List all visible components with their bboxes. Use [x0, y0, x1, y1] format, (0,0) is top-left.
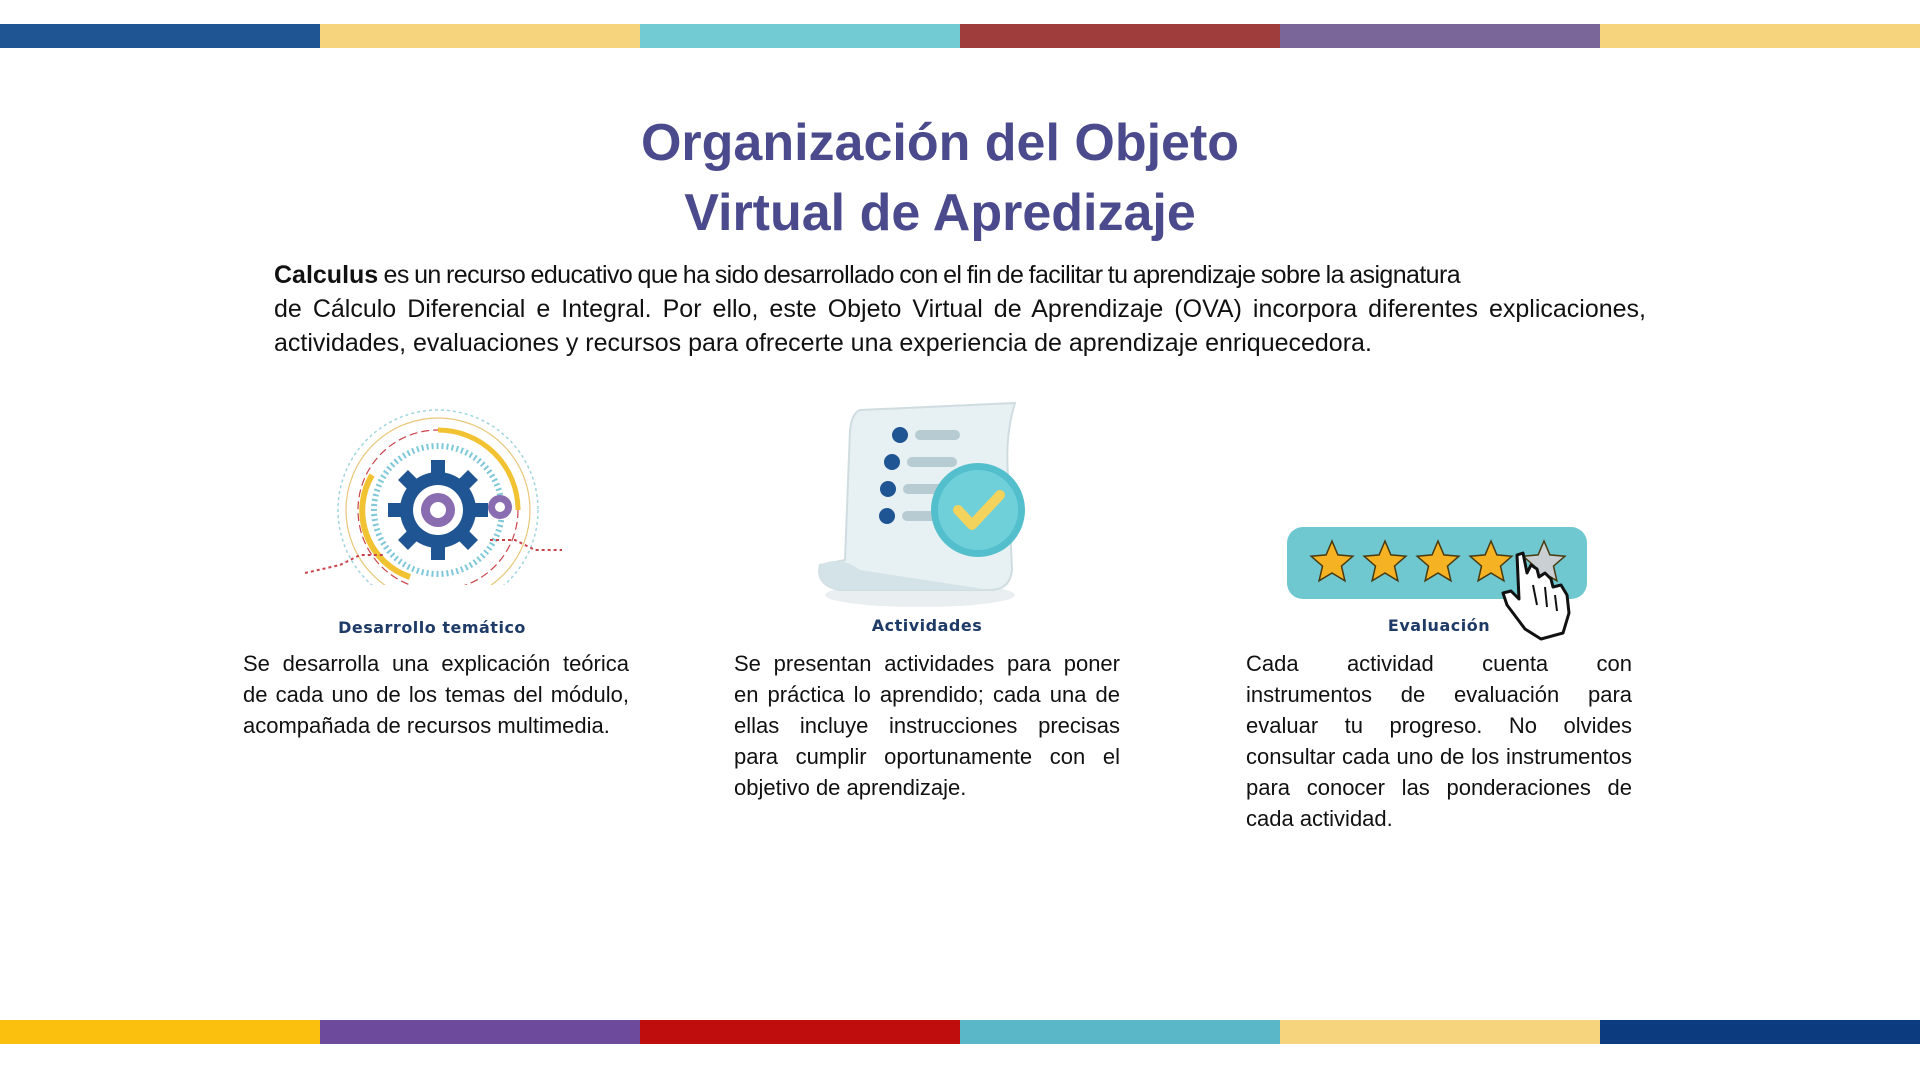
desc-desarrollo-tematico: Se desarrolla una explicación teórica de… [243, 651, 629, 738]
caption-desarrollo-tematico: Desarrollo temático [338, 618, 526, 637]
brand-name: Calculus [274, 261, 379, 289]
star-filled-icon [1362, 539, 1408, 583]
gear-circuit-icon [304, 409, 562, 585]
bottom-color-stripe [0, 1020, 1920, 1044]
stripe-segment [1600, 24, 1920, 48]
stripe-segment [640, 1020, 960, 1044]
intro-rest-text: de Cálculo Diferencial e Integral. Por e… [274, 295, 1646, 357]
intro-first-line: Calculus es un recurso educativo que ha … [274, 258, 1554, 292]
star-filled-icon [1468, 539, 1514, 583]
star-group [1309, 539, 1567, 583]
stripe-segment [0, 24, 320, 48]
stripe-segment [320, 1020, 640, 1044]
star-filled-icon [1309, 539, 1355, 583]
intro-paragraph: Calculus es un recurso educativo que ha … [274, 258, 1646, 360]
stripe-segment [640, 24, 960, 48]
page-title: Organización del Objeto Virtual de Apred… [0, 108, 1880, 248]
caption-actividades: Actividades [871, 616, 983, 635]
intro-line1-text: es un recurso educativo que ha sido desa… [378, 261, 1461, 289]
stripe-segment [320, 24, 640, 48]
star-rating-icon [1287, 527, 1587, 641]
star-filled-icon [1415, 539, 1461, 583]
title-line-1: Organización del Objeto [640, 114, 1240, 172]
stripe-segment [1280, 1020, 1600, 1044]
stripe-segment [1600, 1020, 1920, 1044]
stripe-segment [960, 1020, 1280, 1044]
stripe-segment [960, 24, 1280, 48]
checklist-scroll-icon [818, 401, 1025, 607]
stripe-segment [0, 1020, 320, 1044]
desc-evaluacion: Cada actividad cuenta con instrumentos d… [1246, 651, 1632, 831]
title-line-2: Virtual de Apredizaje [684, 184, 1196, 242]
stripe-segment [1280, 24, 1600, 48]
desc-actividades: Se presentan actividades para poner en p… [734, 651, 1120, 800]
top-color-stripe [0, 24, 1920, 48]
caption-evaluacion: Evaluación [1387, 616, 1491, 635]
